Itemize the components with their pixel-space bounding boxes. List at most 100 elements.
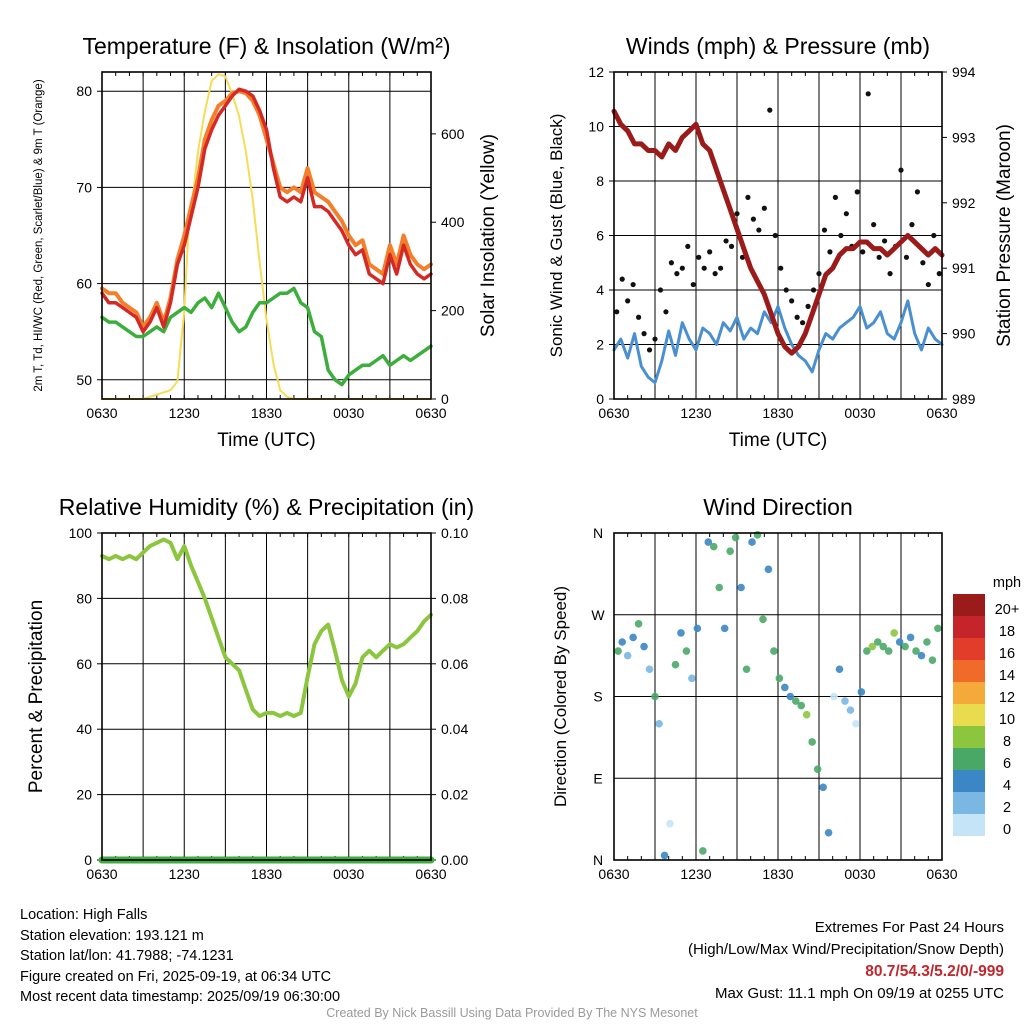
direction-point — [623, 651, 632, 660]
legend-label: 6 — [1003, 756, 1011, 772]
y2-tick-label: 0 — [441, 391, 449, 407]
direction-point — [770, 647, 778, 655]
recent-timestamp: Most recent data timestamp: 2025/09/19 0… — [20, 989, 341, 1005]
y2-tick-label: 992 — [952, 195, 976, 211]
gust-point — [936, 271, 942, 277]
gust-point — [860, 249, 866, 255]
y2-axis-label: Station Pressure (Maroon) — [994, 124, 1015, 347]
legend-swatch — [953, 682, 985, 704]
figure-created: Figure created on Fri, 2025-09-19, at 06… — [20, 968, 332, 985]
extremes-values: 80.7/54.3/5.2/0/-999 — [865, 963, 1004, 980]
chart-title: Winds (mph) & Pressure (mb) — [626, 33, 930, 59]
x-tick-label: 0630 — [415, 405, 446, 421]
y-tick-label: 60 — [76, 656, 92, 672]
direction-point — [645, 665, 654, 674]
direction-point — [802, 710, 811, 719]
gust-point — [925, 281, 931, 288]
y-tick-label: 40 — [76, 721, 92, 737]
gust-point — [761, 205, 767, 211]
gust-point — [619, 276, 625, 282]
direction-point — [709, 542, 718, 551]
direction-point — [781, 683, 789, 692]
direction-point — [720, 624, 729, 633]
legend-label: 20+ — [995, 602, 1020, 618]
direction-point — [764, 565, 773, 574]
gust-point — [707, 249, 713, 255]
extremes-heading: Extremes For Past 24 Hours — [814, 919, 1004, 936]
gust-point — [816, 271, 822, 277]
chart-title: Wind Direction — [703, 494, 853, 520]
x-tick-label: 1230 — [680, 405, 711, 421]
x-tick-label: 1230 — [169, 866, 200, 882]
legend-swatch — [953, 748, 985, 770]
gust-point — [657, 287, 664, 293]
gust-point — [614, 309, 620, 315]
y-tick-label: 8 — [596, 173, 604, 189]
direction-point — [759, 615, 767, 624]
gust-point — [832, 194, 839, 200]
y2-tick-label: 0.00 — [441, 852, 468, 868]
direction-point — [890, 629, 898, 637]
x-tick-label: 1230 — [169, 405, 200, 421]
y-tick-label: 2 — [596, 337, 604, 353]
x-tick-label: 0630 — [926, 405, 957, 421]
legend-swatch — [953, 726, 985, 748]
direction-point — [879, 642, 888, 651]
direction-point — [873, 638, 882, 646]
direction-point — [682, 647, 691, 655]
x-tick-label: 0630 — [926, 866, 957, 882]
gust-point — [679, 265, 685, 271]
x-tick-label: 0630 — [415, 866, 446, 882]
x-tick-label: 0030 — [333, 866, 364, 882]
gust-point — [772, 232, 778, 239]
series-temp-2m — [100, 87, 433, 334]
gust-point — [898, 167, 904, 173]
y2-tick-label: 0.04 — [441, 721, 468, 737]
direction-point — [846, 706, 855, 714]
direction-point — [660, 851, 669, 860]
y-axis-label: Direction (Colored By Speed) — [551, 586, 570, 807]
gust-point — [750, 216, 757, 222]
direction-point — [699, 847, 707, 855]
y-tick-label: 100 — [69, 525, 93, 541]
x-tick-label: 0030 — [844, 405, 875, 421]
legend-swatch — [953, 792, 985, 814]
direction-point — [934, 624, 942, 633]
gust-point — [887, 271, 893, 277]
plot-border — [613, 71, 943, 400]
y-axis-label: Sonic Wind & Gust (Blue, Black) — [547, 114, 566, 358]
direction-point — [629, 633, 637, 642]
gust-point — [794, 314, 800, 320]
gust-point — [871, 222, 877, 228]
direction-point — [906, 633, 915, 642]
direction-point — [868, 642, 877, 651]
direction-point — [640, 642, 648, 651]
x-tick-label: 0030 — [844, 866, 875, 882]
x-tick-label: 0630 — [86, 866, 117, 882]
gust-point — [843, 211, 849, 217]
station-location: Location: High Falls — [20, 907, 148, 923]
direction-point — [666, 819, 674, 828]
plot-border — [101, 532, 432, 861]
x-tick-label: 0630 — [598, 405, 629, 421]
y-tick-label: 10 — [588, 119, 604, 135]
gust-point — [701, 265, 707, 271]
direction-point — [884, 647, 893, 655]
gust-point — [712, 271, 718, 277]
station-elevation: Station elevation: 193.121 m — [20, 927, 204, 944]
direction-point — [677, 629, 685, 637]
y-tick-label: E — [593, 770, 602, 786]
legend-title: mph — [993, 575, 1021, 591]
gust-point — [641, 331, 647, 337]
gust-point — [931, 232, 937, 239]
x-axis-label: Time (UTC) — [217, 430, 316, 451]
gust-point — [674, 271, 680, 277]
gust-point — [663, 309, 669, 315]
x-tick-label: 1230 — [680, 866, 711, 882]
legend-swatch — [953, 814, 985, 836]
legend-swatch — [953, 638, 985, 660]
gust-point — [800, 320, 806, 326]
direction-point — [863, 647, 871, 655]
gust-point — [903, 254, 910, 260]
direction-point — [857, 688, 866, 696]
